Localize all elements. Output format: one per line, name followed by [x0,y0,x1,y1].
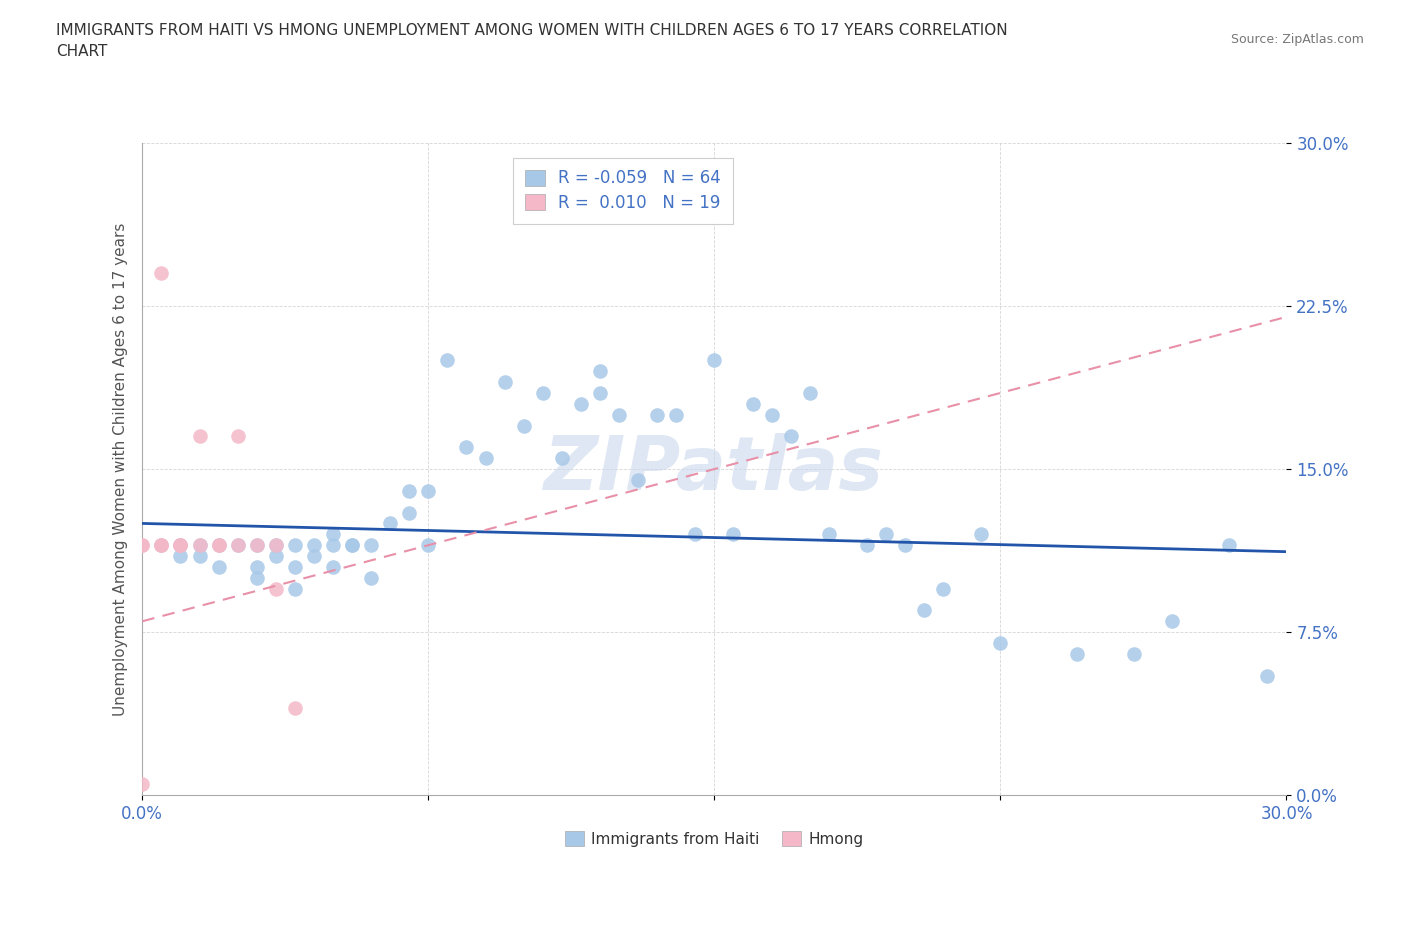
Point [131,777,153,791]
Point [779,429,801,444]
Point [188,538,211,552]
Point [246,560,269,575]
Point [1256,668,1278,683]
Point [207,560,229,575]
Point [665,407,688,422]
Point [131,538,153,552]
Point [761,407,783,422]
Text: ZIPatlas: ZIPatlas [544,432,884,506]
Point [551,451,574,466]
Point [418,538,440,552]
Point [875,527,897,542]
Point [398,484,420,498]
Point [131,538,153,552]
Point [284,560,307,575]
Point [418,484,440,498]
Point [685,527,707,542]
Point [246,538,269,552]
Point [894,538,917,552]
Point [150,538,173,552]
Point [150,538,173,552]
Point [264,538,287,552]
Point [569,396,592,411]
Point [970,527,993,542]
Point [360,570,382,585]
Point [284,701,307,716]
Point [188,429,211,444]
Point [703,352,725,367]
Point [188,549,211,564]
Point [1066,646,1088,661]
Point [436,352,458,367]
Point [856,538,879,552]
Point [226,429,249,444]
Point [322,538,344,552]
Point [817,527,839,542]
Point [990,635,1012,650]
Point [531,386,554,401]
Text: IMMIGRANTS FROM HAITI VS HMONG UNEMPLOYMENT AMONG WOMEN WITH CHILDREN AGES 6 TO : IMMIGRANTS FROM HAITI VS HMONG UNEMPLOYM… [56,23,1008,60]
Point [589,386,612,401]
Point [607,407,630,422]
Point [246,570,269,585]
Point [150,538,173,552]
Point [207,538,229,552]
Point [207,538,229,552]
Point [264,538,287,552]
Point [188,538,211,552]
Point [1122,646,1144,661]
Point [456,440,478,455]
Point [207,538,229,552]
Point [340,538,363,552]
Point [264,549,287,564]
Y-axis label: Unemployment Among Women with Children Ages 6 to 17 years: Unemployment Among Women with Children A… [114,222,128,716]
Point [302,549,325,564]
Point [284,538,307,552]
Point [226,538,249,552]
Point [589,364,612,379]
Point [264,581,287,596]
Point [150,266,173,281]
Point [380,516,402,531]
Point [169,538,191,552]
Point [932,581,955,596]
Point [322,527,344,542]
Point [494,375,516,390]
Point [512,418,534,433]
Point [169,549,191,564]
Point [284,581,307,596]
Point [912,603,935,618]
Point [723,527,745,542]
Point [226,538,249,552]
Point [1218,538,1240,552]
Point [340,538,363,552]
Point [741,396,763,411]
Point [360,538,382,552]
Legend: Immigrants from Haiti, Hmong: Immigrants from Haiti, Hmong [560,825,870,853]
Point [398,505,420,520]
Point [322,560,344,575]
Point [169,538,191,552]
Point [627,472,650,487]
Point [1161,614,1184,629]
Point [302,538,325,552]
Point [474,451,496,466]
Point [246,538,269,552]
Point [799,386,821,401]
Point [645,407,668,422]
Text: Source: ZipAtlas.com: Source: ZipAtlas.com [1230,33,1364,46]
Point [169,538,191,552]
Point [169,538,191,552]
